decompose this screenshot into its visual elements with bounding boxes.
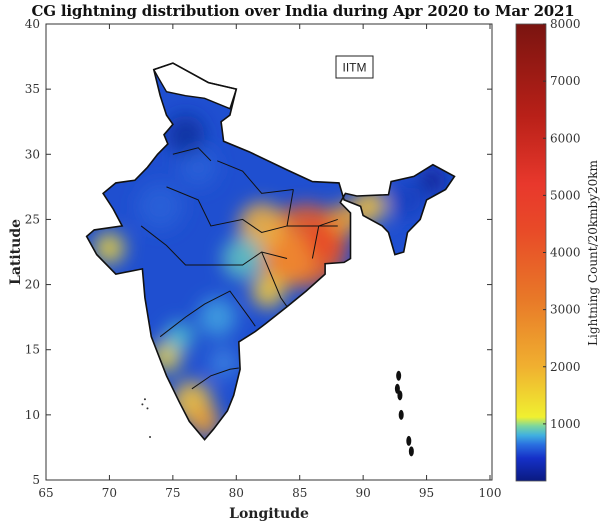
india-boundary xyxy=(85,62,456,441)
density-blob xyxy=(94,232,125,264)
colorbar xyxy=(515,23,547,482)
y-tick-label: 25 xyxy=(25,212,40,226)
y-axis-label: Latitude xyxy=(8,219,24,285)
island xyxy=(143,398,146,401)
island xyxy=(398,409,404,420)
density-blob xyxy=(222,237,263,280)
state-boundary xyxy=(172,147,212,162)
state-boundary xyxy=(311,218,338,259)
x-tick-label: 75 xyxy=(165,486,180,500)
density-blob xyxy=(165,322,194,351)
density-blob xyxy=(166,115,205,155)
y-tick-label: 40 xyxy=(25,17,40,31)
y-tick-label: 35 xyxy=(25,82,40,96)
colorbar-tick-label: 3000 xyxy=(550,303,581,317)
x-tick-label: 95 xyxy=(419,486,434,500)
density-blob xyxy=(388,180,427,220)
annotation-label: IITM xyxy=(343,61,367,75)
island xyxy=(408,446,414,457)
x-tick-label: 100 xyxy=(479,486,502,500)
density-blob xyxy=(251,274,285,308)
y-tick-label: 5 xyxy=(32,473,40,487)
y-tick-label: 15 xyxy=(25,343,40,357)
colorbar-tick-label: 1000 xyxy=(550,417,581,431)
state-boundary xyxy=(286,189,294,227)
state-boundary xyxy=(140,225,288,266)
state-boundary xyxy=(217,160,294,194)
colorbar-tick-label: 7000 xyxy=(550,74,581,88)
x-tick-label: 90 xyxy=(356,486,371,500)
state-boundary xyxy=(191,367,239,390)
island xyxy=(397,390,403,401)
colorbar-tick-label: 2000 xyxy=(550,360,581,374)
island xyxy=(141,403,144,406)
density-blob xyxy=(189,405,220,437)
state-boundaries xyxy=(140,147,338,390)
colorbar-tick-label: 6000 xyxy=(550,131,581,145)
colorbar-tick-label: 4000 xyxy=(550,246,581,260)
colorbar-tick-label: 8000 xyxy=(550,17,581,31)
x-tick-label: 70 xyxy=(102,486,117,500)
x-tick-label: 65 xyxy=(38,486,53,500)
y-tick-label: 20 xyxy=(25,278,40,292)
density-blob xyxy=(208,347,239,379)
chart-title: CG lightning distribution over India dur… xyxy=(31,2,575,20)
island xyxy=(396,370,402,381)
state-boundary xyxy=(261,251,288,308)
y-tick-label: 10 xyxy=(25,408,40,422)
annotation-box: IITM xyxy=(335,55,374,79)
island xyxy=(146,407,149,410)
islands xyxy=(141,370,414,457)
state-boundary xyxy=(159,290,256,338)
state-boundary xyxy=(166,186,338,233)
x-tick-label: 85 xyxy=(292,486,307,500)
density-blob xyxy=(420,167,446,194)
colorbar-label: Lightning Count/20kmby20km xyxy=(586,159,600,345)
island xyxy=(406,435,412,446)
x-tick-label: 80 xyxy=(229,486,244,500)
density-blob xyxy=(198,297,237,337)
density-blob xyxy=(238,202,285,250)
colorbar-tick-label: 5000 xyxy=(550,188,581,202)
island xyxy=(149,436,152,439)
x-axis-label: Longitude xyxy=(229,506,309,522)
density-blob xyxy=(137,183,184,230)
y-tick-label: 30 xyxy=(25,147,40,161)
